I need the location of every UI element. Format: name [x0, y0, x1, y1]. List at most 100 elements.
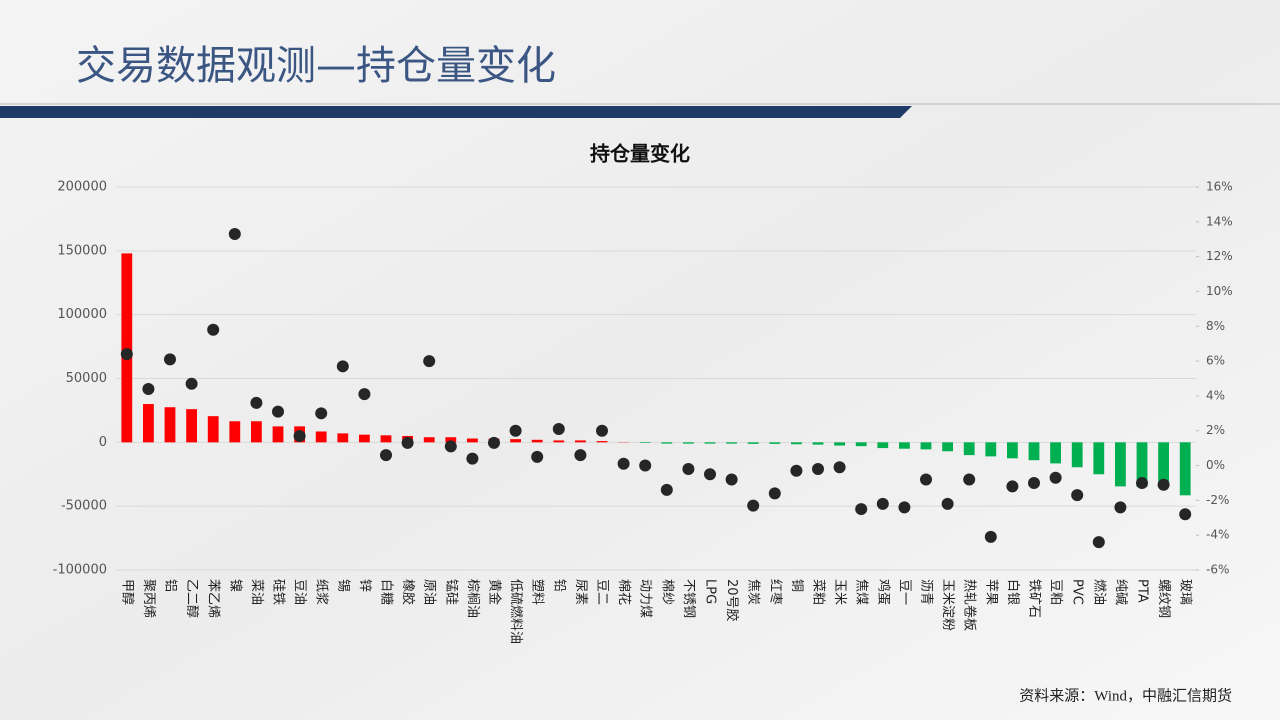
y-tick-label: -50000 — [61, 499, 107, 514]
y2-tick-label: 14% — [1206, 214, 1233, 228]
x-tick-label: LPG — [703, 579, 718, 604]
dot — [833, 461, 846, 474]
bar — [1179, 442, 1191, 496]
x-tick-label: 豆油 — [292, 579, 307, 605]
dot — [941, 497, 954, 510]
bar — [531, 439, 543, 443]
x-tick-label: 玉米淀粉 — [940, 579, 955, 631]
y-tick-label: -100000 — [53, 563, 107, 578]
y2-tick-label: 16% — [1206, 180, 1233, 194]
dot — [812, 463, 824, 476]
dot — [1006, 480, 1019, 493]
y2-tick-label: -2% — [1206, 493, 1229, 507]
dot — [531, 450, 544, 463]
x-tick-label: 焦煤 — [854, 579, 869, 605]
x-tick-label: 纸浆 — [314, 579, 329, 605]
dot — [617, 457, 630, 470]
y2-tick-label: 4% — [1206, 388, 1225, 402]
bar — [639, 442, 651, 443]
x-tick-label: 铁矿石 — [1027, 579, 1042, 618]
dot — [1028, 476, 1040, 489]
dot — [552, 422, 565, 435]
bar — [769, 442, 781, 444]
slide-title: 交易数据观测—持仓量变化 — [76, 43, 556, 89]
bar — [553, 440, 565, 443]
bar — [423, 437, 435, 443]
y-tick-label: 100000 — [57, 307, 107, 322]
x-tick-label: 棉花 — [616, 579, 632, 605]
bar — [1158, 442, 1169, 488]
x-tick-label: 硅铁 — [271, 579, 286, 605]
bar — [143, 404, 154, 443]
x-tick-label: 动力煤 — [638, 579, 653, 618]
bar — [747, 442, 759, 444]
x-tick-label: 尿素 — [573, 579, 588, 605]
dot — [272, 405, 284, 418]
x-tick-label: 镍 — [227, 579, 242, 592]
dot — [142, 382, 155, 395]
dot — [228, 228, 241, 241]
x-tick-label: 菜粕 — [811, 579, 826, 605]
bar — [1007, 442, 1018, 459]
x-tick-label: 聚丙烯 — [141, 579, 156, 618]
dot — [1114, 501, 1127, 514]
dot — [423, 355, 436, 368]
dot — [250, 396, 263, 409]
bar — [337, 433, 349, 443]
bar — [1071, 442, 1083, 468]
dot — [444, 440, 457, 453]
bar — [899, 442, 910, 449]
x-tick-label: 棕榈油 — [465, 579, 480, 618]
dot — [207, 323, 220, 336]
dot — [574, 449, 587, 462]
bar — [229, 421, 241, 443]
bar — [359, 434, 370, 443]
bar — [1136, 442, 1148, 488]
dot — [790, 464, 803, 477]
y-tick-label: 0 — [99, 435, 107, 450]
bar — [834, 442, 845, 446]
x-tick-label: 锌 — [357, 579, 372, 592]
x-tick-label: 苯乙烯 — [206, 579, 221, 618]
x-tick-label: 菜油 — [249, 579, 264, 605]
y-tick-label: 50000 — [66, 371, 107, 386]
x-tick-label: 棉纱 — [659, 579, 674, 605]
dot — [1136, 476, 1148, 489]
dot — [876, 497, 889, 510]
y2-tick-label: 2% — [1206, 423, 1225, 437]
x-tick-label: 鸡蛋 — [875, 579, 891, 605]
dot — [660, 483, 673, 496]
dot — [704, 468, 716, 481]
dot — [747, 499, 760, 512]
x-tick-label: 原油 — [422, 579, 437, 605]
x-tick-label: 燃油 — [1091, 579, 1107, 605]
x-tick-label: 不锈钢 — [681, 579, 696, 618]
bar — [380, 435, 392, 443]
bar — [812, 442, 824, 445]
bar — [272, 426, 284, 443]
bar — [1093, 442, 1105, 475]
bar — [1115, 442, 1126, 487]
y2-tick-label: 0% — [1206, 458, 1225, 472]
bar — [683, 442, 694, 444]
x-tick-label: 铝 — [163, 579, 178, 592]
x-tick-label: 黄金 — [487, 579, 503, 605]
dot — [855, 503, 868, 516]
bar — [186, 409, 197, 443]
dot — [682, 463, 695, 476]
dot — [984, 530, 997, 543]
y-tick-label: 150000 — [57, 243, 107, 258]
x-tick-label: 苹果 — [983, 579, 998, 605]
bar — [855, 442, 867, 447]
bar — [1028, 442, 1040, 461]
bar — [877, 442, 889, 449]
bar — [445, 437, 457, 443]
y2-tick-label: -6% — [1206, 563, 1229, 577]
dot — [920, 473, 932, 486]
bar — [575, 440, 586, 443]
x-tick-label: 豆二 — [595, 579, 610, 605]
dot — [1092, 536, 1105, 549]
y2-tick-label: 8% — [1206, 319, 1225, 333]
